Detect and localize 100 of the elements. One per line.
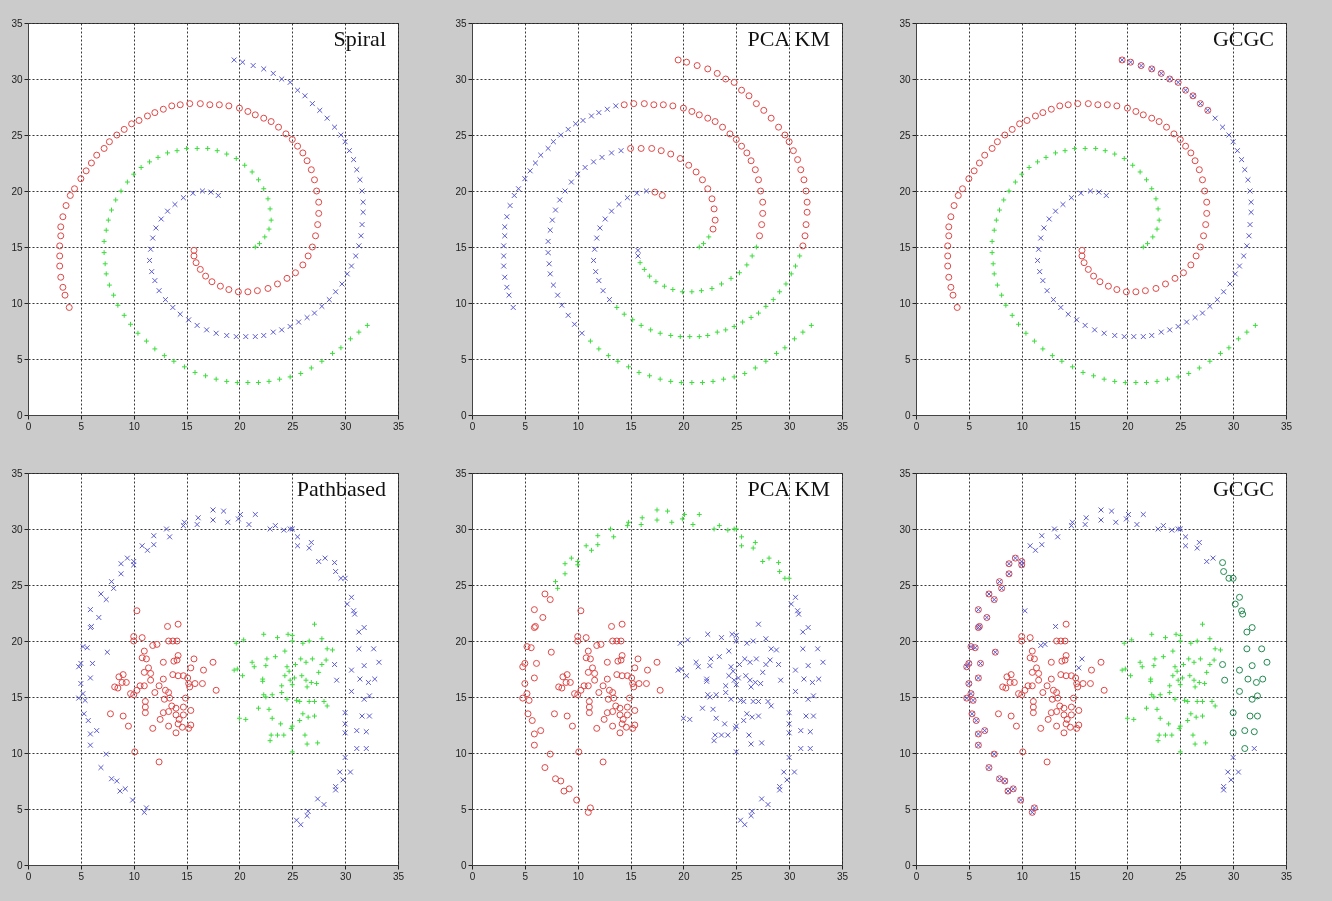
- x-tick-label: 5: [522, 870, 529, 882]
- x-tick-label: 10: [1016, 420, 1029, 432]
- point: [689, 521, 696, 528]
- y-tick-label: 0: [904, 409, 911, 421]
- point: [1258, 645, 1266, 653]
- point: [1235, 593, 1243, 601]
- x-tick-label: 5: [522, 420, 529, 432]
- x-tick-label: 5: [966, 870, 973, 882]
- x-tick-label: 35: [392, 870, 405, 882]
- point: [786, 575, 793, 582]
- point: [1252, 678, 1260, 686]
- point: [1229, 709, 1237, 717]
- point: [1241, 727, 1249, 735]
- point: [1220, 568, 1228, 576]
- point: [1239, 610, 1247, 618]
- y-tick-label: 20: [899, 185, 911, 197]
- x-tick-label: 35: [1280, 870, 1293, 882]
- point: [568, 555, 575, 562]
- point: [738, 533, 745, 540]
- x-tick-label: 25: [731, 420, 743, 432]
- point: [1229, 574, 1237, 582]
- point: [607, 526, 614, 532]
- point: [1253, 692, 1261, 700]
- point: [1219, 661, 1227, 669]
- y-tick-label: 5: [460, 803, 467, 815]
- point: [668, 519, 675, 526]
- point: [711, 526, 718, 532]
- y-tick-label: 35: [455, 17, 467, 29]
- x-tick-label: 20: [678, 420, 690, 432]
- y-tick-label: 25: [11, 129, 23, 141]
- x-tick-label: 25: [1175, 420, 1187, 432]
- point: [776, 568, 783, 575]
- y-tick-label: 5: [904, 353, 911, 365]
- point: [1248, 695, 1256, 703]
- y-tick-label: 10: [11, 747, 23, 759]
- point: [1238, 607, 1246, 615]
- point: [610, 533, 617, 540]
- y-tick-label: 5: [16, 803, 23, 815]
- y-tick-label: 20: [899, 635, 911, 647]
- x-tick-label: 25: [731, 870, 743, 882]
- x-tick-label: 30: [1228, 420, 1240, 432]
- x-tick-label: 5: [78, 420, 85, 432]
- y-tick-label: 5: [16, 353, 23, 365]
- y-tick-label: 5: [460, 353, 467, 365]
- x-tick-label: 20: [234, 870, 246, 882]
- point: [724, 527, 731, 534]
- point: [716, 522, 723, 529]
- point: [554, 585, 561, 592]
- x-tick-label: 15: [1069, 420, 1082, 432]
- chart-title: Pathbased: [296, 476, 386, 501]
- x-tick-label: 15: [1069, 870, 1082, 882]
- point: [654, 517, 660, 523]
- y-tick-label: 5: [904, 803, 911, 815]
- y-tick-label: 30: [455, 73, 467, 85]
- chart-title: GCGC: [1212, 476, 1274, 501]
- point: [639, 514, 646, 521]
- point: [594, 532, 601, 539]
- point: [775, 559, 782, 566]
- x-tick-label: 15: [625, 870, 638, 882]
- x-tick-label: 10: [1016, 870, 1029, 882]
- y-tick-label: 10: [455, 297, 467, 309]
- y-tick-label: 20: [455, 185, 467, 197]
- x-tick-label: 20: [1122, 870, 1134, 882]
- y-tick-label: 30: [11, 73, 23, 85]
- x-tick-label: 30: [1228, 870, 1240, 882]
- x-tick-label: 15: [181, 870, 194, 882]
- x-tick-label: 35: [836, 420, 849, 432]
- y-tick-label: 35: [11, 467, 23, 479]
- x-tick-label: 25: [287, 870, 299, 882]
- x-tick-label: 20: [1122, 420, 1134, 432]
- y-tick-label: 15: [455, 241, 467, 253]
- point: [1248, 662, 1256, 670]
- x-tick-label: 25: [1175, 870, 1187, 882]
- y-tick-label: 30: [899, 523, 911, 535]
- x-tick-label: 5: [966, 420, 973, 432]
- point: [1241, 745, 1249, 753]
- chart-title: PCA KM: [747, 476, 830, 501]
- y-tick-label: 0: [16, 859, 23, 871]
- point: [1263, 658, 1271, 666]
- y-tick-label: 25: [455, 129, 467, 141]
- y-tick-label: 10: [899, 747, 911, 759]
- x-tick-label: 0: [913, 420, 920, 432]
- y-tick-label: 20: [11, 635, 23, 647]
- x-tick-label: 0: [469, 420, 476, 432]
- y-tick-label: 15: [899, 241, 911, 253]
- y-tick-label: 15: [899, 691, 911, 703]
- y-tick-label: 10: [11, 297, 23, 309]
- point: [1259, 675, 1267, 683]
- y-tick-label: 0: [904, 859, 911, 871]
- point: [594, 541, 601, 548]
- point: [1248, 624, 1256, 632]
- point: [750, 545, 757, 551]
- y-tick-label: 20: [11, 185, 23, 197]
- y-tick-label: 0: [16, 409, 23, 421]
- point: [752, 539, 759, 546]
- point: [625, 519, 632, 526]
- x-tick-label: 0: [469, 870, 476, 882]
- point: [562, 570, 568, 577]
- x-tick-label: 15: [181, 420, 194, 432]
- point: [759, 558, 766, 565]
